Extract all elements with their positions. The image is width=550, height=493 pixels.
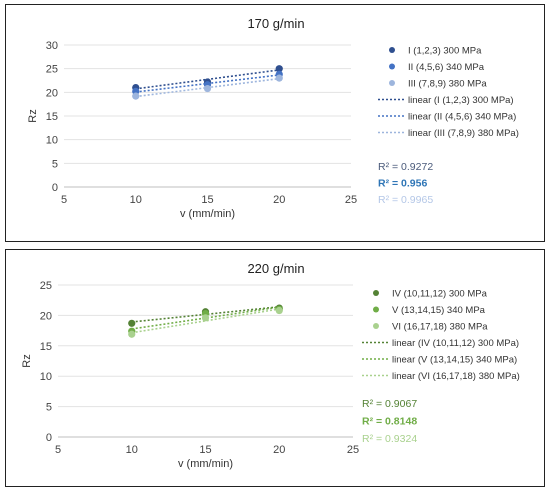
c220-point-s2-2 (275, 306, 283, 315)
c220-legend-label-1: V (13,14,15) 340 MPa (392, 305, 486, 316)
c170-xtick-20: 20 (273, 194, 285, 206)
c220-legend-marker-2 (373, 323, 379, 329)
c170-legend-label-0: I (1,2,3) 300 MPa (408, 46, 482, 57)
c220-ytick-5: 5 (46, 402, 52, 414)
c170-xtick-5: 5 (61, 194, 67, 206)
c220-legend-trend-label-1: linear (V (13,14,15) 340 MPa) (392, 355, 517, 366)
c220-r2-label-1: R² = 0.8148 (362, 416, 417, 428)
c220-legend-label-2: VI (16,17,18) 380 MPa (392, 322, 488, 333)
c170-legend-marker-0 (389, 47, 395, 53)
c220-legend-label-0: IV (10,11,12) 300 MPa (392, 289, 488, 300)
c220-xtick-20: 20 (273, 444, 285, 456)
c170-point-s0-2 (275, 65, 283, 73)
c170-point-s2-1 (203, 84, 212, 93)
c220-r2-label-0: R² = 0.9067 (362, 398, 417, 410)
c170-ytick-5: 5 (52, 158, 58, 170)
c170-legend-trend-label-1: linear (II (4,5,6) 340 MPa) (408, 112, 516, 123)
chart-panel-170: 170 g/min 0 5 10 15 20 25 30 5 10 15 20 25 v (mm/min)… (5, 4, 545, 242)
c220-legend-trend-label-0: linear (IV (10,11,12) 300 MPa) (392, 338, 519, 349)
c220-xtick-10: 10 (126, 444, 138, 456)
c220-point-s2-1 (201, 314, 210, 322)
c220-ytick-20: 20 (40, 310, 52, 322)
c220-ytick-25: 25 (40, 280, 52, 292)
c170-point-s2-2 (275, 74, 283, 82)
c220-ytick-10: 10 (40, 371, 52, 383)
c170-ytick-20: 20 (46, 87, 58, 99)
c170-legend-marker-2 (389, 80, 395, 86)
c170-ytick-30: 30 (46, 40, 58, 52)
c170-xtick-25: 25 (345, 194, 357, 206)
c220-ytick-15: 15 (40, 341, 52, 353)
c170-legend-marker-1 (389, 63, 395, 70)
c220-xtick-5: 5 (55, 444, 61, 456)
c220-r2-label-2: R² = 0.9324 (362, 433, 417, 445)
c220-legend-marker-1 (373, 306, 379, 313)
c170-xtick-15: 15 (201, 194, 213, 206)
c220-ylabel: Rz (21, 354, 33, 367)
c170-ytick-15: 15 (46, 111, 58, 123)
c220-xlabel: v (mm/min) (178, 458, 233, 470)
c220-legend-trend-label-2: linear (VI (16,17,18) 380 MPa) (392, 371, 520, 382)
c220-trendline-0 (131, 305, 280, 323)
c220-ytick-0: 0 (46, 432, 52, 444)
c170-legend-trend-label-0: linear (I (1,2,3) 300 MPa) (408, 95, 514, 106)
c170-ytick-10: 10 (46, 135, 58, 147)
c170-r2-label-1: R² = 0.956 (378, 178, 427, 190)
c220-xtick-15: 15 (199, 444, 211, 456)
c170-xlabel: v (mm/min) (180, 208, 235, 220)
c220-title: 220 g/min (247, 261, 304, 276)
chart-panel-220: 220 g/min 0 5 10 15 20 25 5 10 15 20 25 v (mm/min) Rz… (5, 249, 545, 487)
c170-legend-label-1: II (4,5,6) 340 MPa (408, 62, 485, 73)
c170-ylabel: Rz (27, 109, 39, 122)
c170-title: 170 g/min (247, 16, 304, 31)
c220-trendline-2 (131, 308, 280, 334)
c170-r2-label-0: R² = 0.9272 (378, 161, 433, 173)
c220-legend-marker-0 (373, 290, 379, 296)
c170-ytick-0: 0 (52, 182, 58, 194)
c170-r2-label-2: R² = 0.9965 (378, 194, 433, 206)
c170-legend-trend-label-2: linear (III (7,8,9) 380 MPa) (408, 128, 519, 139)
c170-ytick-25: 25 (46, 64, 58, 76)
c170-legend-label-2: III (7,8,9) 380 MPa (408, 79, 487, 90)
c170-xtick-10: 10 (130, 194, 142, 206)
c220-xtick-25: 25 (347, 444, 359, 456)
c220-trendline-1 (131, 306, 280, 330)
c220-point-s0-0 (128, 319, 136, 327)
c170-point-s2-0 (132, 92, 140, 100)
c220-point-s2-0 (128, 330, 136, 338)
